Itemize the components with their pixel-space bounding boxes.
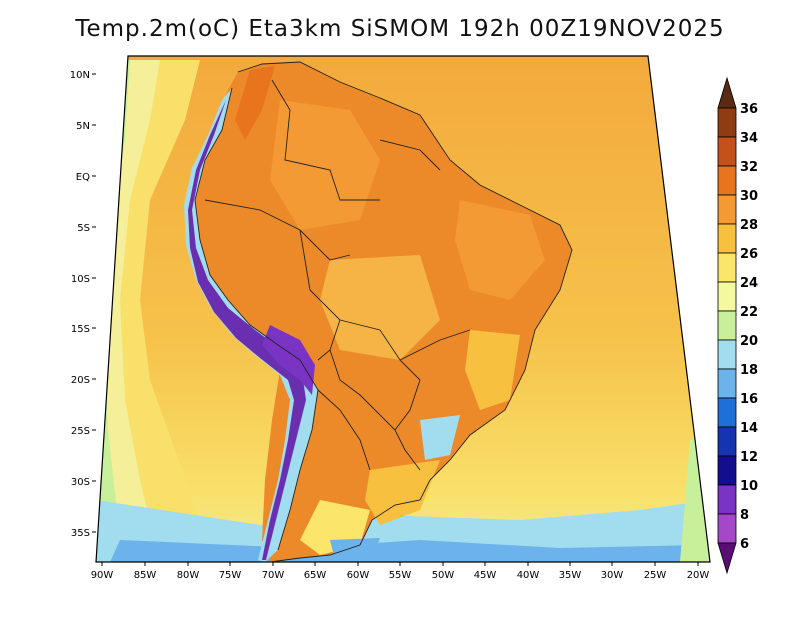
colorbar-label: 30 <box>740 189 758 204</box>
lat-label-eq: EQ <box>76 172 90 183</box>
lat-label-10n: 10N <box>70 70 90 81</box>
colorbar-label: 32 <box>740 160 758 175</box>
latitude-axis: 10N 5N EQ 5S 10S 15S 20S 25S 30S 35S <box>70 70 96 539</box>
colorbar-segment <box>717 223 737 254</box>
colorbar-label: 12 <box>740 450 758 465</box>
colorbar-bottom-arrow <box>717 542 737 575</box>
lon-label-55w: 55W <box>389 570 412 581</box>
colorbar-label: 26 <box>740 247 758 262</box>
lon-label-45w: 45W <box>474 570 497 581</box>
colorbar-segment <box>717 455 737 486</box>
lon-label-90w: 90W <box>91 570 114 581</box>
lon-label-75w: 75W <box>219 570 242 581</box>
colorbar-label: 10 <box>740 479 758 494</box>
colorbar-segment <box>717 484 737 515</box>
lon-label-50w: 50W <box>432 570 455 581</box>
colorbar-segment <box>717 252 737 283</box>
colorbar: 36 34 32 30 28 26 24 22 20 18 16 14 12 10 8 6 <box>717 76 758 575</box>
lat-label-10s: 10S <box>71 274 90 285</box>
colorbar-label: 34 <box>740 131 758 146</box>
colorbar-label: 36 <box>740 102 758 117</box>
lon-label-65w: 65W <box>304 570 327 581</box>
colorbar-segment <box>717 513 737 544</box>
country-borders <box>194 61 573 563</box>
lat-label-25s: 25S <box>71 426 90 437</box>
colorbar-label: 18 <box>740 363 758 378</box>
colorbar-segment <box>717 107 737 138</box>
lat-label-20s: 20S <box>71 375 90 386</box>
map-frame <box>95 55 711 563</box>
colorbar-label: 28 <box>740 218 758 233</box>
colorbar-label: 14 <box>740 421 758 436</box>
andes-cold-band <box>184 88 318 562</box>
lon-label-80w: 80W <box>177 570 200 581</box>
lat-label-30s: 30S <box>71 477 90 488</box>
colorbar-segment <box>717 368 737 399</box>
colorbar-segment <box>717 339 737 370</box>
lat-label-15s: 15S <box>71 324 90 335</box>
colorbar-segment <box>717 165 737 196</box>
lon-label-30w: 30W <box>601 570 624 581</box>
colorbar-segment <box>717 136 737 167</box>
longitude-axis: 90W 85W 80W 75W 70W 65W 60W 55W 50W 45W … <box>91 562 710 581</box>
colorbar-label: 22 <box>740 305 758 320</box>
lat-label-35s: 35S <box>71 528 90 539</box>
lat-label-5s: 5S <box>77 223 90 234</box>
map-title: Temp.2m(oC) Eta3km SiSMOM 192h 00Z19NOV2… <box>75 16 725 42</box>
lon-label-60w: 60W <box>347 570 370 581</box>
lon-label-85w: 85W <box>134 570 157 581</box>
colorbar-label: 20 <box>740 334 758 349</box>
lon-label-25w: 25W <box>644 570 667 581</box>
colorbar-segment <box>717 310 737 341</box>
lon-label-70w: 70W <box>262 570 285 581</box>
colorbar-label: 16 <box>740 392 758 407</box>
lon-label-40w: 40W <box>517 570 540 581</box>
colorbar-label: 6 <box>740 537 749 552</box>
colorbar-segment <box>717 397 737 428</box>
colorbar-label: 8 <box>740 508 749 523</box>
colorbar-segment <box>717 426 737 457</box>
colorbar-top-arrow <box>717 76 737 109</box>
lon-label-20w: 20W <box>687 570 710 581</box>
colorbar-segment <box>717 194 737 225</box>
colorbar-segment <box>717 281 737 312</box>
colorbar-label: 24 <box>740 276 758 291</box>
temperature-field <box>96 56 710 562</box>
lat-label-5n: 5N <box>76 121 90 132</box>
lon-label-35w: 35W <box>559 570 582 581</box>
